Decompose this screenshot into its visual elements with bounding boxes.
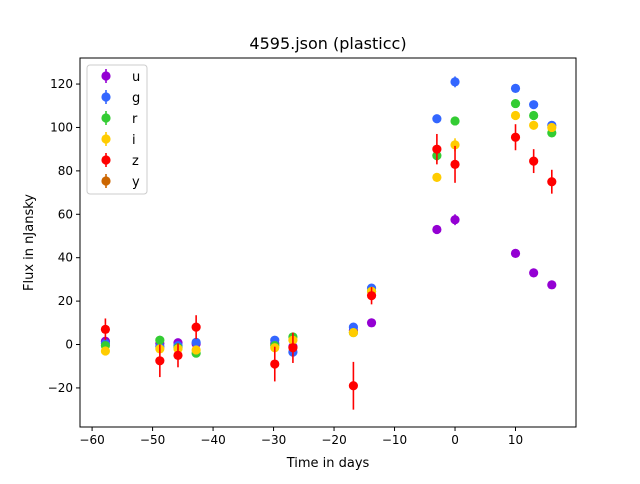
data-point xyxy=(432,144,442,154)
data-point xyxy=(510,83,521,93)
y-tick-label: 40 xyxy=(58,251,73,265)
legend-marker xyxy=(101,113,111,123)
data-point xyxy=(547,280,557,290)
y-axis-label: Flux in nJansky xyxy=(22,194,37,291)
data-point xyxy=(450,116,460,126)
data-point xyxy=(450,159,460,169)
data-point xyxy=(529,156,539,166)
data-point xyxy=(173,350,183,360)
y-tick-label: 60 xyxy=(58,207,73,221)
x-axis-label: Time in days xyxy=(286,456,370,471)
data-point xyxy=(348,327,359,338)
data-point xyxy=(510,110,521,121)
legend-item-u: u xyxy=(101,69,140,85)
data-point xyxy=(100,324,111,334)
data-point xyxy=(100,346,111,356)
data-point xyxy=(155,356,165,366)
legend-label: r xyxy=(132,112,138,127)
data-point xyxy=(510,98,521,109)
x-axis: −60 −50 −40 −30 −20 −10 0 10 xyxy=(79,427,523,447)
data-point xyxy=(529,120,539,130)
data-point xyxy=(432,114,442,124)
legend-label: i xyxy=(132,133,136,148)
data-point xyxy=(191,322,201,332)
data-point xyxy=(191,345,201,355)
legend-item-z: z xyxy=(101,153,139,169)
data-point xyxy=(510,248,521,258)
data-point xyxy=(155,335,165,345)
y-tick-label: 80 xyxy=(58,164,73,178)
data-point xyxy=(366,291,377,301)
data-point xyxy=(529,100,539,110)
legend-label: y xyxy=(132,175,140,190)
x-tick-label: 10 xyxy=(508,433,523,447)
legend-marker xyxy=(101,155,111,165)
data-marks xyxy=(100,76,557,410)
y-tick-label: −20 xyxy=(48,381,73,395)
legend-marker xyxy=(101,176,111,186)
legend-label: g xyxy=(132,91,140,106)
data-point xyxy=(450,77,460,87)
data-point xyxy=(432,172,442,182)
data-point xyxy=(191,337,201,347)
x-tick-label: 0 xyxy=(451,433,459,447)
data-point xyxy=(529,110,539,121)
data-point xyxy=(547,122,557,133)
legend-label: u xyxy=(132,70,140,85)
y-tick-label: 20 xyxy=(58,294,73,308)
legend-label: z xyxy=(132,154,139,169)
x-tick-label: −60 xyxy=(79,433,104,447)
data-point xyxy=(450,215,460,225)
x-tick-label: −50 xyxy=(140,433,165,447)
legend-item-i: i xyxy=(101,132,136,148)
y-tick-label: 120 xyxy=(50,77,73,91)
legend-item-r: r xyxy=(101,111,138,127)
legend-item-y: y xyxy=(101,174,140,190)
legend-marker xyxy=(101,92,111,102)
series-z xyxy=(100,124,557,410)
y-axis: −20 0 20 40 60 80 100 120 xyxy=(48,77,80,395)
data-point xyxy=(547,177,557,187)
data-point xyxy=(450,140,460,150)
x-tick-label: −10 xyxy=(382,433,407,447)
data-point xyxy=(432,224,442,235)
x-tick-label: −30 xyxy=(261,433,286,447)
legend-marker xyxy=(101,134,111,144)
chart-title: 4595.json (plasticc) xyxy=(249,34,406,53)
data-point xyxy=(270,359,280,369)
x-tick-label: −40 xyxy=(200,433,225,447)
data-point xyxy=(366,318,377,328)
data-point xyxy=(510,132,521,142)
data-point xyxy=(348,381,359,391)
data-point xyxy=(288,343,298,353)
y-tick-label: 100 xyxy=(50,120,73,134)
legend-item-g: g xyxy=(101,90,140,106)
data-point xyxy=(529,268,539,278)
y-tick-label: 0 xyxy=(65,338,73,352)
plot-area-frame xyxy=(79,57,577,428)
legend-marker xyxy=(101,71,111,81)
series-i xyxy=(100,110,557,356)
x-tick-label: −20 xyxy=(321,433,346,447)
